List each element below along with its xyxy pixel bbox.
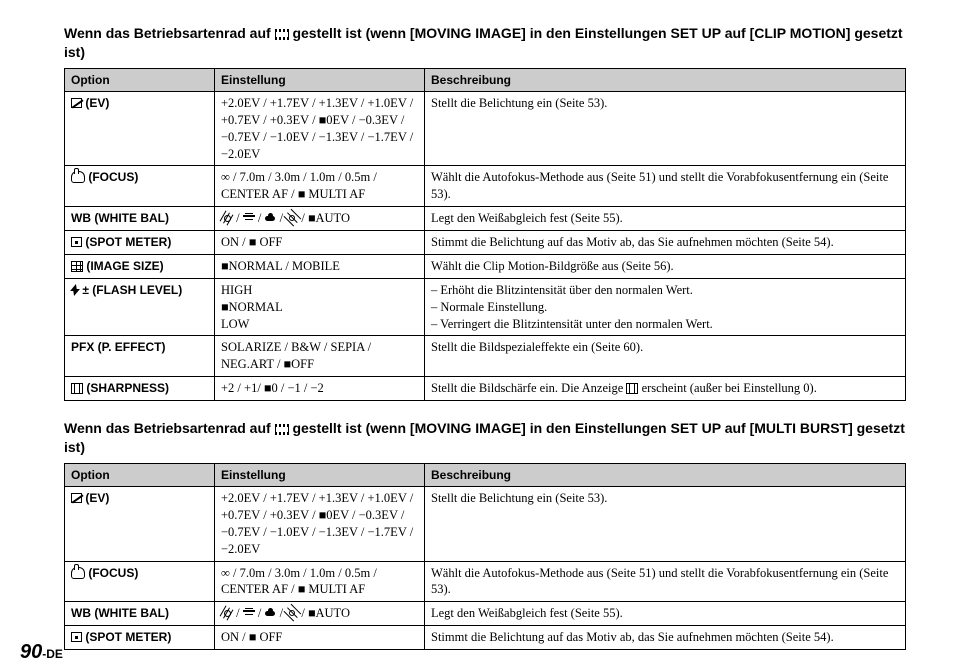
wb-fluorescent-icon (243, 607, 255, 619)
setting-cell: ON / ■ OFF (215, 231, 425, 255)
desc-text: erscheint (außer bei Einstellung 0). (638, 381, 816, 395)
settings-table-1: Option Einstellung Beschreibung (EV) +2.… (64, 68, 906, 401)
option-label: (SPOT METER) (82, 235, 171, 249)
option-label: (FOCUS) (85, 566, 138, 580)
page-number: 90-DE (20, 641, 63, 664)
page: Wenn das Betriebsartenrad auf gestellt i… (0, 0, 954, 650)
setting-cell: HIGH ■NORMAL LOW (215, 278, 425, 336)
desc-text: Stellt die Bildschärfe ein. Die Anzeige (431, 381, 626, 395)
setting-cell: SOLARIZE / B&W / SEPIA / NEG.ART / ■OFF (215, 336, 425, 377)
ev-icon (71, 493, 82, 503)
spot-meter-icon (71, 237, 82, 247)
option-cell: (SPOT METER) (65, 626, 215, 650)
table-row: WB (WHITE BAL) / / / / ■AUTO Legt den We… (65, 207, 906, 231)
table-row: (EV) +2.0EV / +1.7EV / +1.3EV / +1.0EV /… (65, 91, 906, 166)
col-option: Option (65, 68, 215, 91)
setting-text: ■AUTO (305, 211, 350, 225)
setting-cell: ∞ / 7.0m / 3.0m / 1.0m / 0.5m / CENTER A… (215, 561, 425, 602)
desc-cell: Stellt die Bildspezialeffekte ein (Seite… (425, 336, 906, 377)
option-cell: (EV) (65, 91, 215, 166)
desc-cell: Stimmt die Belichtung auf das Motiv ab, … (425, 231, 906, 255)
desc-cell: Wählt die Clip Motion-Bildgröße aus (Sei… (425, 254, 906, 278)
wb-incandescent-icon (221, 607, 233, 619)
option-cell: (SPOT METER) (65, 231, 215, 255)
section1-heading: Wenn das Betriebsartenrad auf gestellt i… (64, 24, 906, 62)
image-size-icon (71, 261, 83, 272)
desc-cell: Legt den Weißabgleich fest (Seite 55). (425, 207, 906, 231)
focus-icon (71, 567, 85, 579)
wb-daylight-icon (284, 605, 301, 622)
option-cell: ± (FLASH LEVEL) (65, 278, 215, 336)
desc-cell: – Erhöht die Blitzintensität über den no… (425, 278, 906, 336)
col-beschreibung: Beschreibung (425, 463, 906, 486)
setting-text: ■AUTO (305, 606, 350, 620)
spot-meter-icon (71, 632, 82, 642)
setting-cell: +2.0EV / +1.7EV / +1.3EV / +1.0EV / +0.7… (215, 91, 425, 166)
option-label: (IMAGE SIZE) (83, 259, 164, 273)
option-cell: (FOCUS) (65, 166, 215, 207)
table-header-row: Option Einstellung Beschreibung (65, 68, 906, 91)
option-label: (SHARPNESS) (83, 381, 169, 395)
col-option: Option (65, 463, 215, 486)
table-row: (SHARPNESS) +2 / +1/ ■0 / −1 / −2 Stellt… (65, 377, 906, 401)
heading-text: Wenn das Betriebsartenrad auf (64, 25, 275, 41)
option-cell: (IMAGE SIZE) (65, 254, 215, 278)
setting-cell: ON / ■ OFF (215, 626, 425, 650)
setting-cell: / / / / ■AUTO (215, 207, 425, 231)
desc-cell: Stellt die Belichtung ein (Seite 53). (425, 91, 906, 166)
table-row: PFX (P. EFFECT) SOLARIZE / B&W / SEPIA /… (65, 336, 906, 377)
option-cell: PFX (P. EFFECT) (65, 336, 215, 377)
page-number-big: 90 (20, 641, 42, 663)
desc-cell: Legt den Weißabgleich fest (Seite 55). (425, 602, 906, 626)
film-icon (275, 29, 289, 40)
option-label: (EV) (82, 491, 109, 505)
wb-incandescent-icon (221, 212, 233, 224)
table-row: (EV) +2.0EV / +1.7EV / +1.3EV / +1.0EV /… (65, 487, 906, 562)
film-icon (275, 424, 289, 435)
table-row: (IMAGE SIZE) ■NORMAL / MOBILE Wählt die … (65, 254, 906, 278)
desc-cell: Stellt die Belichtung ein (Seite 53). (425, 487, 906, 562)
table-row: (FOCUS) ∞ / 7.0m / 3.0m / 1.0m / 0.5m / … (65, 166, 906, 207)
wb-cloudy-icon (264, 607, 276, 619)
table-row: (SPOT METER) ON / ■ OFF Stimmt die Belic… (65, 626, 906, 650)
option-cell: (EV) (65, 487, 215, 562)
desc-cell: Stellt die Bildschärfe ein. Die Anzeige … (425, 377, 906, 401)
setting-cell: ∞ / 7.0m / 3.0m / 1.0m / 0.5m / CENTER A… (215, 166, 425, 207)
col-einstellung: Einstellung (215, 463, 425, 486)
option-cell: WB (WHITE BAL) (65, 602, 215, 626)
table-row: (SPOT METER) ON / ■ OFF Stimmt die Belic… (65, 231, 906, 255)
col-beschreibung: Beschreibung (425, 68, 906, 91)
option-cell: (FOCUS) (65, 561, 215, 602)
option-cell: (SHARPNESS) (65, 377, 215, 401)
desc-cell: Wählt die Autofokus-Methode aus (Seite 5… (425, 561, 906, 602)
col-einstellung: Einstellung (215, 68, 425, 91)
page-number-suffix: -DE (42, 647, 63, 661)
settings-table-2: Option Einstellung Beschreibung (EV) +2.… (64, 463, 906, 650)
wb-fluorescent-icon (243, 212, 255, 224)
table-row: (FOCUS) ∞ / 7.0m / 3.0m / 1.0m / 0.5m / … (65, 561, 906, 602)
setting-cell: +2.0EV / +1.7EV / +1.3EV / +1.0EV / +0.7… (215, 487, 425, 562)
sharpness-icon (71, 383, 83, 394)
table-header-row: Option Einstellung Beschreibung (65, 463, 906, 486)
desc-cell: Wählt die Autofokus-Methode aus (Seite 5… (425, 166, 906, 207)
wb-daylight-icon (284, 210, 301, 227)
wb-cloudy-icon (264, 212, 276, 224)
setting-cell: ■NORMAL / MOBILE (215, 254, 425, 278)
section2-heading: Wenn das Betriebsartenrad auf gestellt i… (64, 419, 906, 457)
heading-text: Wenn das Betriebsartenrad auf (64, 420, 275, 436)
desc-cell: Stimmt die Belichtung auf das Motiv ab, … (425, 626, 906, 650)
table-row: ± (FLASH LEVEL) HIGH ■NORMAL LOW – Erhöh… (65, 278, 906, 336)
option-label: (EV) (82, 96, 109, 110)
option-cell: WB (WHITE BAL) (65, 207, 215, 231)
setting-cell: / / / / ■AUTO (215, 602, 425, 626)
focus-icon (71, 171, 85, 183)
flash-icon (71, 284, 79, 296)
option-label: ± (FLASH LEVEL) (79, 283, 182, 297)
option-label: (SPOT METER) (82, 630, 171, 644)
sharpness-icon (626, 383, 638, 394)
table-row: WB (WHITE BAL) / / / / ■AUTO Legt den We… (65, 602, 906, 626)
ev-icon (71, 98, 82, 108)
option-label: (FOCUS) (85, 170, 138, 184)
setting-cell: +2 / +1/ ■0 / −1 / −2 (215, 377, 425, 401)
